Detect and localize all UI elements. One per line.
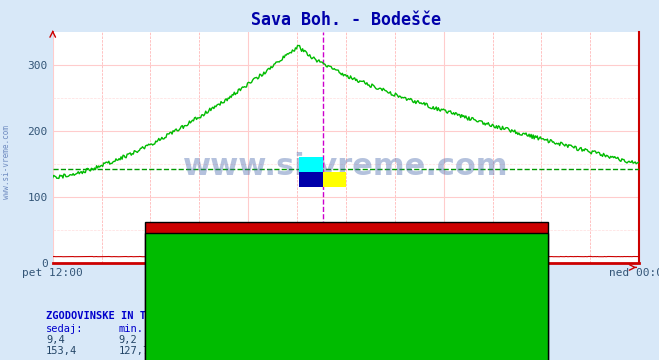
Text: 328,4: 328,4 [264, 346, 295, 356]
Text: Slovenija / reke in morje.: Slovenija / reke in morje. [248, 275, 411, 285]
Bar [299, 157, 322, 172]
Title: Sava Boh. - Bodešče: Sava Boh. - Bodešče [251, 12, 441, 30]
Text: 236,8: 236,8 [191, 346, 222, 356]
Bar [322, 172, 346, 187]
Bar [299, 172, 322, 187]
Text: www.si-vreme.com: www.si-vreme.com [2, 125, 11, 199]
Text: pretok[m3/s]: pretok[m3/s] [343, 346, 430, 356]
Text: sedaj:: sedaj: [46, 324, 84, 334]
Text: www.si-vreme.com: www.si-vreme.com [183, 152, 509, 180]
Text: 10,9: 10,9 [264, 335, 289, 345]
Text: 127,7: 127,7 [119, 346, 150, 356]
Text: Meritve: povprečne  Enote: metrične  Črta: 5% meritev: Meritve: povprečne Enote: metrične Črta:… [164, 310, 495, 322]
Text: Sava Boh. - Bodešče: Sava Boh. - Bodešče [343, 324, 461, 334]
Text: navpična črta - razdelek 24 ur: navpična črta - razdelek 24 ur [236, 327, 423, 338]
Text: zadnja dva dni / 5 minut.: zadnja dva dni / 5 minut. [251, 293, 408, 303]
Text: temperatura[C]: temperatura[C] [343, 335, 443, 345]
Text: ZGODOVINSKE IN TRENUTNE VREDNOSTI: ZGODOVINSKE IN TRENUTNE VREDNOSTI [46, 311, 252, 321]
Text: 9,2: 9,2 [119, 335, 137, 345]
Text: 9,4: 9,4 [46, 335, 65, 345]
Text: 153,4: 153,4 [46, 346, 77, 356]
Text: 10,0: 10,0 [191, 335, 216, 345]
Text: povpr.:: povpr.: [191, 324, 235, 334]
Text: maks.:: maks.: [264, 324, 301, 334]
Text: min.:: min.: [119, 324, 150, 334]
